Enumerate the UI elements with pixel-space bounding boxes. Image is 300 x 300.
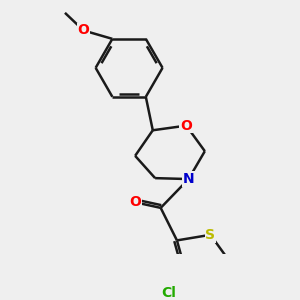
Text: Cl: Cl	[161, 286, 176, 300]
Text: O: O	[180, 118, 192, 133]
Text: S: S	[206, 228, 215, 242]
Text: O: O	[129, 195, 141, 209]
Text: N: N	[183, 172, 194, 186]
Text: O: O	[78, 23, 89, 38]
